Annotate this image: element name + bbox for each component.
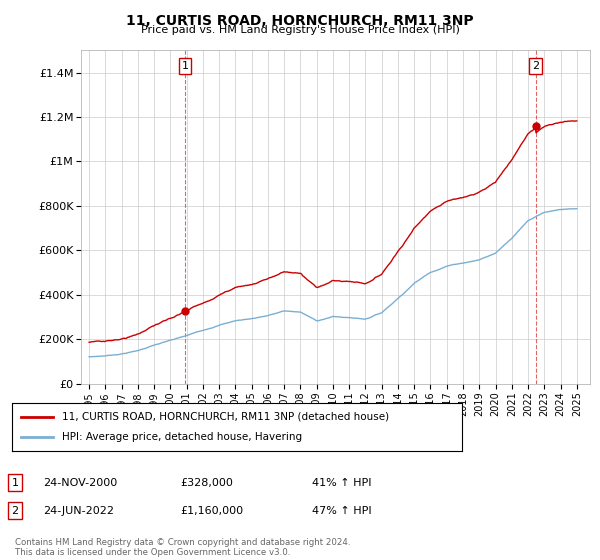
- Text: 11, CURTIS ROAD, HORNCHURCH, RM11 3NP: 11, CURTIS ROAD, HORNCHURCH, RM11 3NP: [126, 14, 474, 28]
- Text: Price paid vs. HM Land Registry's House Price Index (HPI): Price paid vs. HM Land Registry's House …: [140, 25, 460, 35]
- Text: Contains HM Land Registry data © Crown copyright and database right 2024.
This d: Contains HM Land Registry data © Crown c…: [15, 538, 350, 557]
- Text: £1,160,000: £1,160,000: [180, 506, 243, 516]
- Text: 1: 1: [182, 61, 188, 71]
- Text: 24-NOV-2000: 24-NOV-2000: [43, 478, 118, 488]
- Text: 1: 1: [11, 478, 19, 488]
- Text: 47% ↑ HPI: 47% ↑ HPI: [312, 506, 371, 516]
- Text: 41% ↑ HPI: 41% ↑ HPI: [312, 478, 371, 488]
- Text: 11, CURTIS ROAD, HORNCHURCH, RM11 3NP (detached house): 11, CURTIS ROAD, HORNCHURCH, RM11 3NP (d…: [62, 412, 389, 422]
- Text: 2: 2: [532, 61, 539, 71]
- Text: 2: 2: [11, 506, 19, 516]
- Text: £328,000: £328,000: [180, 478, 233, 488]
- Text: HPI: Average price, detached house, Havering: HPI: Average price, detached house, Have…: [62, 432, 302, 442]
- Text: 24-JUN-2022: 24-JUN-2022: [43, 506, 114, 516]
